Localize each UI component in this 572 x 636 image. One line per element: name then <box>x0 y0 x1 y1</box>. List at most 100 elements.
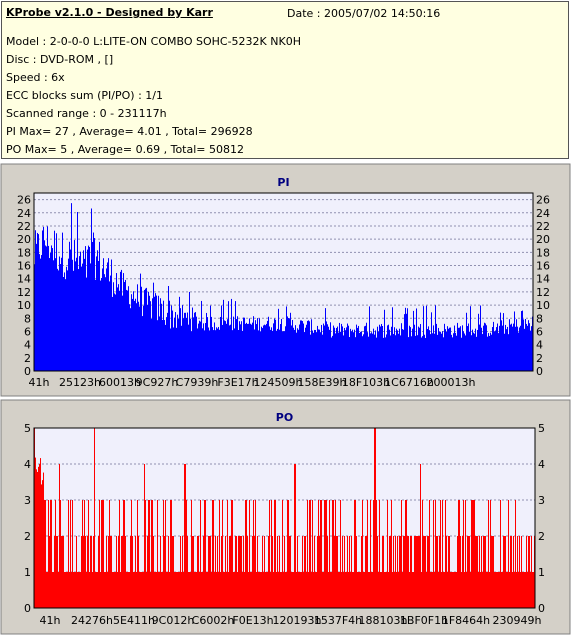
pi-bar <box>53 260 54 371</box>
po-bar <box>390 536 391 608</box>
po-bar <box>255 500 256 608</box>
po-bar <box>178 572 179 608</box>
po-bar <box>36 469 37 608</box>
pi-bar <box>40 258 41 371</box>
pi-bar <box>268 316 269 371</box>
po-bar <box>43 472 44 608</box>
pi-y-tick-left: 0 <box>24 365 31 378</box>
po-bar <box>270 572 271 608</box>
pi-bar <box>431 312 432 371</box>
pi-bar <box>203 323 204 371</box>
po-bar <box>205 500 206 608</box>
po-bar <box>495 572 496 608</box>
po-bar <box>383 536 384 608</box>
po-bar <box>318 500 319 608</box>
pi-y-tick-left: 24 <box>17 207 31 220</box>
pi-bar <box>416 308 417 371</box>
po-bar <box>124 500 125 608</box>
pi-bar <box>169 300 170 371</box>
pi-bar <box>143 305 144 371</box>
pi-bar <box>100 280 101 371</box>
disc-line: Disc : DVD-ROM , [] <box>6 53 114 66</box>
pi-bar <box>310 334 311 371</box>
po-y-tick-left: 4 <box>24 458 31 471</box>
po-bar <box>365 536 366 608</box>
po-bar <box>426 572 427 608</box>
po-bar <box>228 572 229 608</box>
pi-bar <box>347 323 348 371</box>
po-bar <box>126 572 127 608</box>
pi-bar <box>65 279 66 371</box>
pi-plot-frame <box>33 192 534 372</box>
po-bar <box>312 500 313 608</box>
po-bar <box>196 572 197 608</box>
po-bar <box>169 572 170 608</box>
pi-bar <box>506 329 507 371</box>
po-bar <box>419 536 420 608</box>
pi-bar <box>180 308 181 371</box>
po-bar <box>485 536 486 608</box>
pi-bar <box>446 331 447 371</box>
po-bar <box>462 536 463 608</box>
po-bar <box>532 572 533 608</box>
pi-y-tick-right: 2 <box>536 352 543 365</box>
pi-bar <box>278 308 279 371</box>
po-bar <box>181 572 182 608</box>
po-bar <box>203 536 204 608</box>
pi-bar <box>469 331 470 371</box>
pi-bar <box>383 337 384 371</box>
po-bar <box>229 536 230 608</box>
pi-bar <box>393 333 394 371</box>
po-bar <box>444 572 445 608</box>
po-bar <box>77 572 78 608</box>
pi-bar <box>55 258 56 371</box>
pi-bar <box>106 268 107 371</box>
pi-bar <box>454 325 455 371</box>
po-bar <box>483 536 484 608</box>
pi-bar <box>403 329 404 371</box>
po-bar <box>156 572 157 608</box>
po-bar <box>497 572 498 608</box>
pi-bar <box>179 296 180 371</box>
pi-bar <box>164 320 165 371</box>
pi-bar <box>497 323 498 371</box>
po-bar <box>314 536 315 608</box>
pi-bar <box>214 322 215 371</box>
pi-bar <box>249 318 250 371</box>
pi-bar <box>45 245 46 371</box>
po-bar <box>389 536 390 608</box>
po-bar <box>293 572 294 608</box>
po-bar <box>198 536 199 608</box>
po-bar <box>64 572 65 608</box>
pi-bar <box>407 308 408 371</box>
pi-bar <box>284 331 285 371</box>
pi-x-tick: F3E17h <box>217 376 258 389</box>
po-bar <box>458 500 459 608</box>
pi-bar <box>413 310 414 371</box>
po-bar <box>234 572 235 608</box>
po-bar <box>177 572 178 608</box>
po-bar <box>531 536 532 608</box>
po-bar <box>202 572 203 608</box>
po-bar <box>386 572 387 608</box>
pi-bar <box>453 333 454 371</box>
pi-bar <box>343 335 344 371</box>
po-stats-line: PO Max= 5 , Average= 0.69 , Total= 50812 <box>6 143 244 156</box>
po-bar <box>252 536 253 608</box>
pi-bar <box>277 328 278 371</box>
po-bar <box>176 572 177 608</box>
po-bar <box>209 536 210 608</box>
po-bar <box>529 536 530 608</box>
po-bar <box>501 572 502 608</box>
po-bar <box>151 500 152 608</box>
po-bar <box>307 500 308 608</box>
po-bar <box>199 572 200 608</box>
pi-bar <box>182 305 183 371</box>
po-bar <box>324 500 325 608</box>
po-bar <box>437 536 438 608</box>
po-bar <box>303 572 304 608</box>
pi-bar <box>526 323 527 371</box>
po-bar <box>160 536 161 608</box>
pi-bar <box>471 335 472 371</box>
